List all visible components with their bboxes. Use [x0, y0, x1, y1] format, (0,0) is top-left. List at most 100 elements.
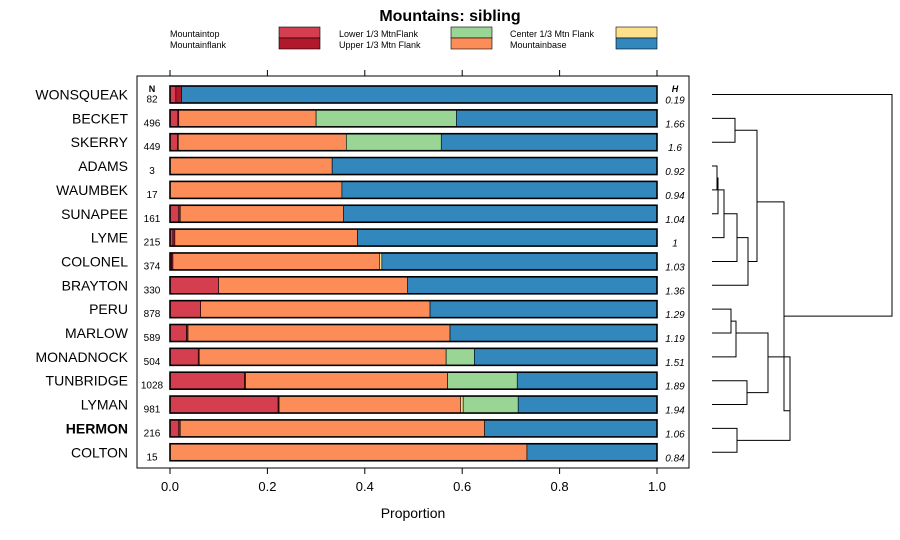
y-axis-labels: WONSQUEAK BECKET SKERRY ADAMS WAUMBEK SUNAPEE… [35, 87, 128, 461]
n-value-adams: 3 [149, 166, 155, 177]
h-value-tunbridge: 1.89 [665, 382, 685, 393]
plot-frame [136, 75, 690, 469]
n-value-hermon: 216 [144, 428, 161, 439]
n-value-waumbek: 17 [146, 190, 158, 201]
bar-segment-peru-mountaintop [169, 300, 201, 318]
legend-label: Mountainbase [510, 40, 567, 50]
h-column: 0.19 1.66 1.6 0.92 0.94 1.04 1 1.03 1.36 1.29 1.19… [665, 96, 685, 465]
y-label-skerry: SKERRY [71, 134, 129, 150]
n-value-colton: 15 [146, 452, 158, 463]
bar-outline-peru [169, 299, 658, 319]
bar-segment-sunapee-mountaintop [169, 204, 180, 223]
y-label-brayton: BRAYTON [62, 277, 128, 293]
dendrogram [712, 94, 893, 453]
x-tick-label: 1.0 [648, 479, 666, 494]
bar-segment-colonel-mountainbase [381, 252, 658, 271]
legend-swatch [450, 37, 493, 50]
n-value-lyman: 981 [144, 405, 161, 416]
bar-segment-lyman-upper-1-3-mtn-flank [278, 395, 462, 414]
legend-label: Center 1/3 Mtn Flank [510, 29, 595, 39]
y-label-wonsqueak: WONSQUEAK [35, 87, 128, 103]
bar-segment-tunbridge-mountaintop [169, 371, 245, 390]
n-header: N [149, 84, 156, 94]
x-axis-label: Proportion [381, 505, 446, 521]
bar-segment-adams-mountainbase [331, 157, 658, 175]
h-value-colonel: 1.03 [665, 262, 685, 273]
bar-outline-lyme [169, 228, 658, 247]
n-value-tunbridge: 1028 [141, 381, 164, 392]
y-label-lyme: LYME [91, 230, 128, 246]
y-label-colton: COLTON [71, 444, 128, 460]
bar-row-skerry [169, 132, 658, 152]
bar-segment-lyman-lower-1-3-mtnflank [462, 395, 519, 414]
bar-segment-colonel-upper-1-3-mtn-flank [172, 252, 380, 271]
h-value-adams: 0.92 [665, 167, 685, 178]
h-header: H [672, 84, 679, 94]
dendrogram-branch [757, 201, 790, 412]
bar-segment-waumbek-upper-1-3-mtn-flank [169, 181, 343, 199]
x-tick-label: 0.0 [161, 479, 179, 494]
bar-outline-colonel [169, 252, 658, 271]
bar-segment-colton-upper-1-3-mtn-flank [169, 443, 528, 462]
x-axis: 0.0 0.2 0.4 0.6 0.8 1.0 [161, 70, 666, 494]
y-label-hermon: HERMON [66, 420, 128, 436]
bar-segment-becket-mountainbase [456, 109, 658, 128]
y-label-lyman: LYMAN [81, 397, 128, 413]
bar-segment-skerry-mountaintop [169, 133, 178, 151]
bar-segment-monadnock-lower-1-3-mtnflank [445, 348, 475, 366]
dendrogram-branch [712, 165, 718, 191]
bar-segment-tunbridge-mountainbase [516, 371, 658, 390]
bar-outline-monadnock [169, 347, 658, 367]
h-value-marlow: 1.19 [665, 334, 685, 345]
bar-row-hermon [169, 419, 658, 438]
bar-segment-waumbek-mountainbase [341, 181, 658, 199]
bar-row-marlow [169, 323, 658, 343]
h-value-lyman: 1.94 [665, 406, 685, 417]
bar-segment-becket-lower-1-3-mtnflank [315, 109, 457, 128]
bar-segment-hermon-mountaintop [169, 419, 180, 438]
x-tick-label: 0.8 [551, 479, 569, 494]
h-value-hermon: 1.06 [665, 429, 685, 440]
bar-outline-hermon [169, 419, 658, 438]
n-value-brayton: 330 [144, 285, 161, 296]
bar-outline-adams [169, 156, 658, 176]
bar-outline-skerry [169, 132, 658, 152]
dendrogram-branch [712, 320, 737, 358]
n-value-wonsqueak: 82 [146, 95, 158, 106]
n-column: 82 496 449 3 17 161 215 374 330 878 589 504 1028 981 2… [141, 95, 164, 464]
h-value-peru: 1.29 [665, 310, 685, 321]
bar-segment-skerry-upper-1-3-mtn-flank [177, 133, 347, 151]
bar-segment-marlow-mountainbase [449, 324, 658, 342]
bar-outline-tunbridge [169, 371, 658, 391]
n-value-peru: 878 [144, 309, 161, 320]
y-label-tunbridge: TUNBRIDGE [46, 373, 128, 389]
dendrogram-branch [735, 129, 758, 262]
legend-swatch [615, 26, 658, 39]
bar-segment-lyme-upper-1-3-mtn-flank [174, 228, 358, 247]
bar-segment-wonsqueak-mountainflank [175, 85, 182, 104]
bar-outline-becket [169, 109, 658, 128]
bar-row-peru [169, 299, 658, 319]
legend-label: Lower 1/3 MtnFlank [339, 29, 419, 39]
bar-segment-peru-upper-1-3-mtn-flank [200, 300, 431, 318]
bars [169, 85, 658, 462]
y-label-adams: ADAMS [78, 158, 128, 174]
bar-segment-lyman-mountaintop [169, 395, 279, 414]
y-label-monadnock: MONADNOCK [35, 349, 128, 365]
h-value-wonsqueak: 0.19 [665, 96, 685, 107]
legend-swatch [278, 26, 321, 39]
bar-outline-wonsqueak [169, 85, 658, 104]
bar-segment-wonsqueak-mountaintop [169, 85, 177, 104]
bar-segment-hermon-mountainbase [484, 419, 658, 438]
x-tick-label: 0.6 [453, 479, 471, 494]
bar-row-wonsqueak [169, 85, 658, 104]
bar-segment-tunbridge-lower-1-3-mtnflank [447, 371, 518, 390]
n-value-monadnock: 504 [144, 357, 161, 368]
bar-segment-monadnock-mountainbase [474, 348, 658, 366]
y-label-peru: PERU [89, 301, 128, 317]
bar-row-monadnock [169, 347, 658, 367]
n-value-sunapee: 161 [144, 214, 161, 225]
bar-segment-peru-mountainbase [429, 300, 658, 318]
h-value-skerry: 1.6 [668, 143, 682, 154]
